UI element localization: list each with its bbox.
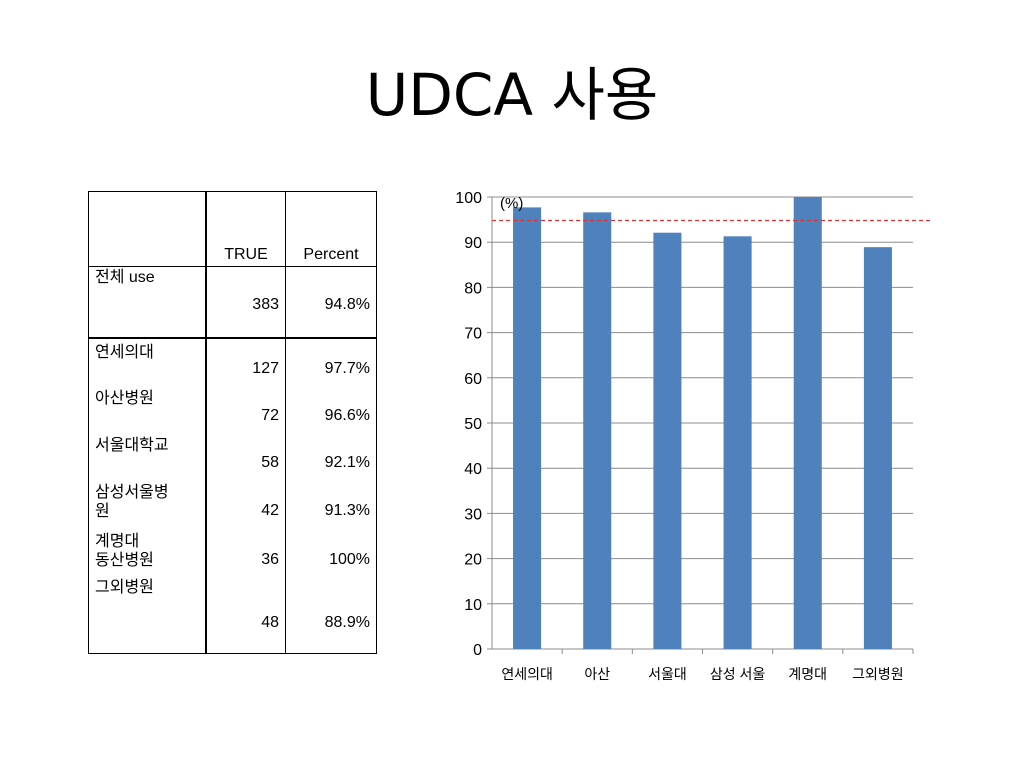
table-cell-total-true: 383	[205, 266, 286, 339]
bar	[583, 212, 612, 650]
y-unit-label: (%)	[500, 195, 523, 212]
total-true-value: 383	[252, 296, 279, 313]
chart-axes: 0 10 20 30 40 50 60 70 80 90 100 연세의대 아산 서울대 삼성 서울 계명대 그…	[455, 190, 914, 682]
table-cell-hospital-true: 127 72 58 42 36 48	[205, 337, 286, 654]
hospital-label: 삼성서울병 원	[95, 484, 169, 520]
table-header-corner	[88, 191, 207, 267]
hospital-true-value: 36	[261, 551, 279, 568]
bar	[793, 197, 822, 649]
y-tick-label: 50	[464, 416, 482, 433]
y-tick-label: 100	[455, 190, 482, 207]
hospital-percent-value: 88.9%	[324, 614, 370, 631]
y-tick-label: 30	[464, 506, 482, 523]
page-title: UDCA 사용	[365, 61, 659, 129]
y-tick-label: 60	[464, 371, 482, 388]
bar	[863, 247, 892, 649]
hospital-true-value: 48	[261, 614, 279, 631]
chart-gridlines	[492, 196, 913, 650]
chart-bars	[513, 197, 892, 650]
y-tick-label: 90	[464, 235, 482, 252]
data-table: TRUE Percent 전체 use 383 94.8% 연세의대 아산병원 …	[88, 191, 377, 654]
table-header-row: TRUE Percent	[88, 191, 377, 267]
bar	[723, 236, 752, 649]
hospital-label: 연세의대	[95, 344, 154, 361]
bar-chart: 0 10 20 30 40 50 60 70 80 90 100 연세의대 아산 서울대 삼성 서울 계명대 그…	[455, 190, 930, 682]
y-tick-label: 0	[473, 642, 482, 659]
hospital-label: 계명대 동산병원	[95, 533, 154, 569]
hospital-true-value: 42	[261, 502, 279, 519]
y-tick-label: 10	[464, 597, 482, 614]
x-tick-label: 그외병원	[852, 666, 904, 682]
table-cell-total-label: 전체 use	[88, 266, 207, 339]
bar	[653, 232, 682, 649]
table-row-hospitals: 연세의대 아산병원 서울대학교 삼성서울병 원 계명대 동산병원 그외병원 12…	[88, 337, 377, 654]
y-tick-label: 20	[464, 552, 482, 569]
bar	[513, 207, 542, 649]
hospital-true-value: 58	[261, 454, 279, 471]
table-cell-hospital-labels: 연세의대 아산병원 서울대학교 삼성서울병 원 계명대 동산병원 그외병원	[88, 337, 207, 654]
table-header-percent: Percent	[285, 191, 377, 267]
hospital-percent-value: 92.1%	[324, 454, 370, 471]
hospital-true-value: 72	[261, 407, 279, 424]
total-percent-value: 94.8%	[324, 296, 370, 313]
x-tick-label: 삼성 서울	[710, 666, 766, 682]
hospital-percent-value: 100%	[329, 551, 370, 568]
table-row-total: 전체 use 383 94.8%	[88, 266, 377, 339]
x-tick-label: 아산	[584, 666, 610, 682]
table-cell-hospital-percent: 97.7% 96.6% 92.1% 91.3% 100% 88.9%	[285, 337, 377, 654]
y-tick-label: 70	[464, 326, 482, 343]
hospital-label: 서울대학교	[95, 437, 169, 454]
x-tick-label: 계명대	[788, 666, 827, 682]
hospital-true-value: 127	[252, 360, 279, 377]
table-header-true: TRUE	[205, 191, 286, 267]
x-tick-label: 연세의대	[501, 666, 553, 682]
hospital-label: 그외병원	[95, 579, 154, 596]
y-tick-label: 40	[464, 461, 482, 478]
x-tick-label: 서울대	[648, 666, 687, 682]
table-cell-total-percent: 94.8%	[285, 266, 377, 339]
hospital-label: 아산병원	[95, 390, 154, 407]
y-tick-label: 80	[464, 280, 482, 297]
hospital-percent-value: 96.6%	[324, 407, 370, 424]
hospital-percent-value: 97.7%	[324, 360, 370, 377]
total-label: 전체 use	[95, 269, 155, 286]
hospital-percent-value: 91.3%	[324, 502, 370, 519]
